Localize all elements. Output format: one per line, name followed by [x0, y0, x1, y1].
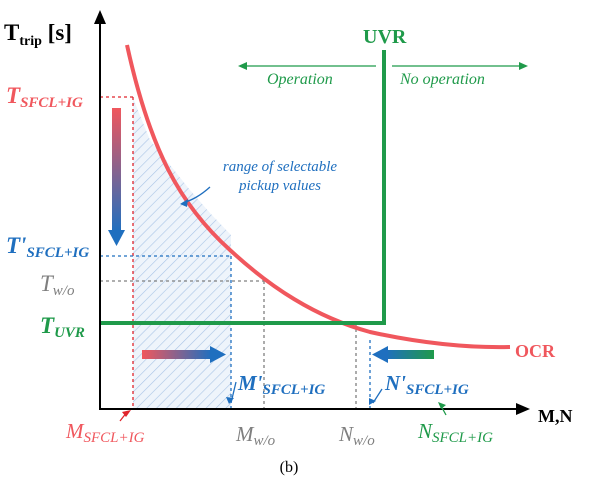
pointer-arrow-icon	[369, 398, 376, 405]
axes	[99, 20, 522, 410]
x-axis-title: M,N	[538, 406, 573, 426]
pointer-arrow-icon	[122, 410, 131, 417]
left-arrow-icon	[238, 62, 247, 70]
t-wo-label: Tw/o	[40, 271, 75, 299]
m-sfcl-label: MSFCL+IG	[65, 419, 145, 446]
figure-caption: (b)	[280, 459, 299, 476]
ocr-label: OCR	[515, 341, 556, 361]
y-axis-title: Ttrip [s]	[4, 20, 72, 49]
t-uvr-label: TUVR	[40, 313, 85, 341]
y-axis-arrow-icon	[94, 10, 106, 24]
operation-label: Operation	[267, 71, 333, 88]
n-sfcl-label: NSFCL+IG	[417, 419, 493, 446]
gradient-arrow-right	[142, 346, 226, 363]
pointer-arrow-icon	[226, 397, 234, 404]
gradient-arrow-left	[372, 346, 434, 363]
ocr-curve	[125, 44, 511, 350]
right-arrow-icon	[519, 62, 528, 70]
n-wo-label: Nw/o	[338, 422, 375, 449]
guide-lines	[100, 96, 371, 410]
range-annotation-line2: pickup values	[238, 178, 321, 194]
t-prime-sfcl-label: T'SFCL+IG	[6, 233, 89, 261]
uvr-label: UVR	[363, 26, 407, 48]
pointer-arrow-icon	[180, 199, 188, 207]
t-sfcl-label: TSFCL+IG	[6, 83, 83, 111]
x-axis-arrow-icon	[516, 403, 530, 415]
pointer-arrow-icon	[438, 402, 446, 409]
selectable-range-area	[133, 98, 231, 410]
m-wo-label: Mw/o	[235, 422, 276, 449]
no-operation-label: No operation	[399, 71, 485, 88]
m-prime-sfcl-label: M'SFCL+IG	[237, 371, 325, 398]
n-prime-sfcl-label: N'SFCL+IG	[384, 371, 469, 398]
gradient-arrow-down	[108, 108, 125, 246]
range-annotation-line1: range of selectable	[223, 159, 337, 175]
